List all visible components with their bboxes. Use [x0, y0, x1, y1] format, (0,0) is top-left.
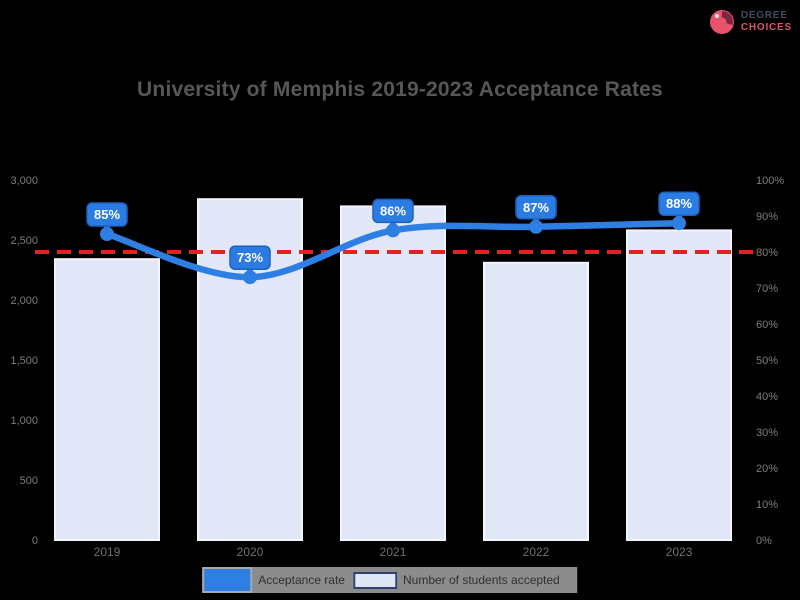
- legend-line-swatch: [202, 567, 253, 593]
- callout-box: [658, 191, 700, 216]
- right-axis-tick: 70%: [756, 283, 778, 295]
- right-axis-tick: 50%: [756, 355, 778, 367]
- chart-title: University of Memphis 2019-2023 Acceptan…: [137, 78, 663, 101]
- bar-2019: [54, 258, 160, 541]
- callout-box: [86, 202, 128, 227]
- x-axis-label-2023: 2023: [666, 545, 693, 559]
- x-axis-label-2022: 2022: [523, 545, 550, 559]
- right-axis-tick: 100%: [756, 175, 784, 187]
- callout-value: 87%: [523, 200, 549, 215]
- data-point-2021: [386, 223, 400, 238]
- brand-logo-line2: CHOICES: [740, 22, 792, 33]
- bar-2023: [626, 229, 732, 541]
- left-axis-tick: 500: [20, 475, 38, 487]
- x-axis-label-2019: 2019: [94, 545, 121, 559]
- data-point-2020: [243, 270, 257, 285]
- brand-logo-line1: DEGREE: [740, 10, 788, 21]
- left-axis-tick: 0: [32, 535, 38, 547]
- bar-2022: [483, 261, 589, 541]
- bar-2021: [340, 205, 446, 541]
- legend-bar-label: Number of students accepted: [402, 573, 560, 587]
- left-axis-tick: 1,500: [10, 355, 38, 367]
- callout-value: 73%: [237, 250, 263, 265]
- brand-logo-text: DEGREE CHOICES: [741, 10, 792, 34]
- data-point-2022: [529, 219, 543, 234]
- x-axis-label-2020: 2020: [237, 545, 264, 559]
- legend-line-label: Acceptance rate: [258, 573, 345, 587]
- legend-bar-swatch: [352, 571, 397, 589]
- callout-box: [372, 198, 414, 224]
- right-axis-tick: 30%: [756, 427, 778, 439]
- legend: Acceptance rate Number of students accep…: [202, 567, 578, 593]
- callout-value: 88%: [666, 196, 692, 211]
- callout-box: [515, 195, 557, 220]
- right-axis-tick: 0%: [756, 535, 772, 547]
- right-axis-tick: 10%: [756, 499, 778, 511]
- left-axis-tick: 2,500: [10, 235, 38, 247]
- right-axis-tick: 90%: [756, 211, 778, 223]
- left-axis-tick: 3,000: [10, 175, 38, 187]
- callout-value: 85%: [94, 207, 120, 222]
- right-axis-tick: 60%: [756, 319, 778, 331]
- left-axis-tick: 2,000: [10, 295, 38, 307]
- brand-logo-icon: [709, 10, 734, 34]
- right-axis-tick: 20%: [756, 463, 778, 475]
- right-axis-tick: 40%: [756, 391, 778, 403]
- brand-logo: DEGREE CHOICES: [708, 8, 792, 36]
- data-point-2023: [672, 216, 686, 231]
- callout-value: 86%: [380, 203, 406, 218]
- left-axis-tick: 1,000: [10, 415, 38, 427]
- right-axis-tick: 80%: [756, 247, 778, 259]
- x-axis-label-2021: 2021: [380, 545, 407, 559]
- data-point-2019: [100, 227, 114, 241]
- callout-box: [229, 245, 271, 270]
